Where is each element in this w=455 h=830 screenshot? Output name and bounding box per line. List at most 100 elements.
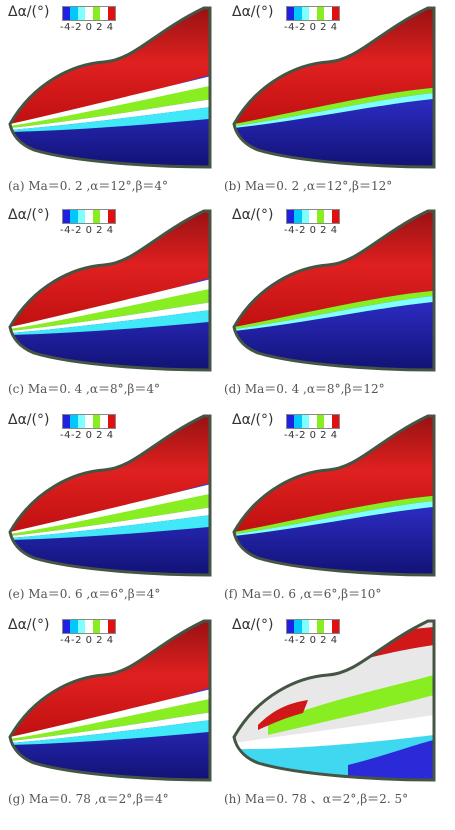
legend-swatch bbox=[287, 620, 295, 633]
green-band bbox=[268, 675, 434, 735]
legend-swatch bbox=[316, 7, 325, 20]
legend-swatch bbox=[287, 415, 295, 428]
legend-swatch bbox=[301, 210, 310, 223]
legend-swatch bbox=[301, 620, 310, 633]
panel-d: Δα/(°) -4-2 0 2 4 (d) Ma＝0. 4 ,α＝8°,β＝12° bbox=[224, 205, 443, 400]
panel-caption: (g) Ma＝0. 78 ,α＝2°,β＝4° bbox=[8, 792, 169, 806]
red-patch bbox=[258, 700, 308, 730]
legend-swatch bbox=[309, 415, 317, 428]
panel-g: Δα/(°) -4-2 0 2 4 (g) Ma＝0. 78 ,α＝2°,β＝4° bbox=[4, 615, 219, 810]
body-contour-plot bbox=[8, 414, 212, 577]
legend-title: Δα/(°) bbox=[232, 617, 274, 633]
legend-swatch bbox=[324, 415, 332, 428]
body-contour-plot bbox=[232, 619, 436, 782]
green-band bbox=[234, 495, 434, 534]
body-outline bbox=[8, 209, 212, 372]
legend-ticks: -4-2 0 2 4 bbox=[60, 225, 114, 236]
panel-h: Δα/(°) -4-2 0 2 4 (h) Ma＝0. 78 、α＝2°,β＝2. … bbox=[224, 615, 443, 810]
panel-b: Δα/(°) -4-2 0 2 4 (b) Ma＝0. 2 ,α＝12°,β＝12° bbox=[224, 2, 443, 197]
panel-caption: (c) Ma＝0. 4 ,α＝8°,β＝4° bbox=[8, 382, 160, 396]
white-band bbox=[10, 301, 210, 333]
legend-swatch bbox=[70, 415, 78, 428]
legend-swatch bbox=[294, 210, 302, 223]
legend-colorbar bbox=[62, 6, 116, 21]
green-band bbox=[234, 87, 434, 126]
body-outline bbox=[8, 619, 212, 782]
legend-swatch bbox=[107, 210, 115, 223]
legend-colorbar bbox=[62, 209, 116, 224]
legend-colorbar bbox=[286, 619, 340, 634]
body-contour-plot bbox=[232, 209, 436, 372]
white-band bbox=[10, 98, 210, 130]
body-outline bbox=[8, 414, 212, 577]
panel-caption: (d) Ma＝0. 4 ,α＝8°,β＝12° bbox=[224, 382, 385, 396]
white-band bbox=[10, 687, 210, 739]
white-band bbox=[10, 482, 210, 534]
legend-ticks: -4-2 0 2 4 bbox=[284, 225, 338, 236]
legend-ticks: -4-2 0 2 4 bbox=[284, 635, 338, 646]
legend-swatch bbox=[92, 415, 101, 428]
legend-ticks: -4-2 0 2 4 bbox=[284, 430, 338, 441]
legend-swatch bbox=[70, 620, 78, 633]
legend-colorbar bbox=[286, 209, 340, 224]
body-contour-plot bbox=[8, 619, 212, 782]
legend-swatch bbox=[309, 210, 317, 223]
legend-swatch bbox=[107, 620, 115, 633]
green-band bbox=[10, 697, 210, 741]
legend-swatch bbox=[287, 7, 295, 20]
legend-swatch bbox=[100, 620, 108, 633]
green-band bbox=[10, 287, 210, 331]
cyan-band bbox=[234, 500, 434, 536]
legend-colorbar bbox=[286, 6, 340, 21]
legend-swatch bbox=[294, 620, 302, 633]
body-contour-plot bbox=[8, 209, 212, 372]
body-outline bbox=[8, 6, 212, 169]
body-contour-plot bbox=[8, 6, 212, 169]
panel-caption: (f) Ma＝0. 6 ,α＝6°,β＝10° bbox=[224, 587, 382, 601]
legend-swatch bbox=[324, 210, 332, 223]
legend-swatch bbox=[63, 620, 71, 633]
legend-swatch bbox=[63, 415, 71, 428]
legend-title: Δα/(°) bbox=[232, 207, 274, 223]
cyan-band bbox=[10, 309, 210, 335]
panel-c: Δα/(°) -4-2 0 2 4 (c) Ma＝0. 4 ,α＝8°,β＝4° bbox=[4, 205, 219, 400]
cyan-band bbox=[234, 295, 434, 331]
legend-swatch bbox=[92, 620, 101, 633]
legend-title: Δα/(°) bbox=[8, 617, 50, 633]
legend-swatch bbox=[85, 7, 93, 20]
white-band bbox=[10, 277, 210, 329]
body-outline bbox=[232, 6, 436, 169]
legend-ticks: -4-2 0 2 4 bbox=[60, 635, 114, 646]
legend-swatch bbox=[92, 210, 101, 223]
legend-swatch bbox=[77, 7, 86, 20]
legend-swatch bbox=[77, 210, 86, 223]
legend-colorbar bbox=[62, 619, 116, 634]
legend-colorbar bbox=[286, 414, 340, 429]
legend-swatch bbox=[294, 7, 302, 20]
legend-swatch bbox=[331, 620, 339, 633]
legend-swatch bbox=[70, 210, 78, 223]
legend-swatch bbox=[77, 620, 86, 633]
legend-swatch bbox=[85, 210, 93, 223]
legend-swatch bbox=[70, 7, 78, 20]
body-contour-plot bbox=[232, 414, 436, 577]
legend-ticks: -4-2 0 2 4 bbox=[284, 22, 338, 33]
white-band bbox=[10, 74, 210, 126]
legend-ticks: -4-2 0 2 4 bbox=[60, 22, 114, 33]
white-band bbox=[10, 711, 210, 743]
body-outline bbox=[232, 414, 436, 577]
legend-swatch bbox=[309, 7, 317, 20]
panel-f: Δα/(°) -4-2 0 2 4 (f) Ma＝0. 6 ,α＝6°,β＝10° bbox=[224, 410, 443, 605]
legend-ticks: -4-2 0 2 4 bbox=[60, 430, 114, 441]
legend-swatch bbox=[287, 210, 295, 223]
legend-swatch bbox=[316, 210, 325, 223]
legend-swatch bbox=[324, 7, 332, 20]
legend-swatch bbox=[309, 620, 317, 633]
cyan-band bbox=[234, 92, 434, 128]
cyan-band bbox=[10, 514, 210, 540]
green-band bbox=[234, 290, 434, 329]
legend-swatch bbox=[85, 415, 93, 428]
legend-swatch bbox=[301, 415, 310, 428]
legend-swatch bbox=[294, 415, 302, 428]
legend-title: Δα/(°) bbox=[232, 4, 274, 20]
